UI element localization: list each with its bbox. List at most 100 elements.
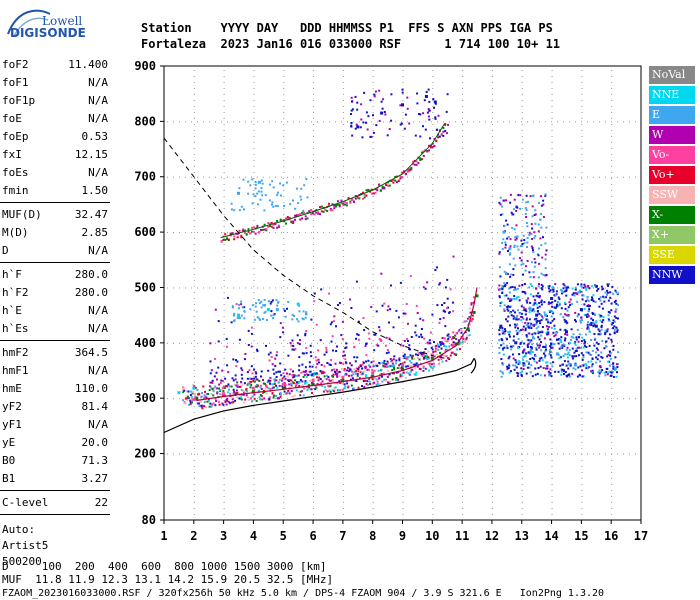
grid-dot xyxy=(521,118,523,119)
grid-dot xyxy=(611,232,612,234)
grid-dot xyxy=(431,453,432,455)
echo-point xyxy=(516,371,519,374)
grid-dot xyxy=(317,342,318,344)
grid-dot xyxy=(253,466,255,467)
echo-point xyxy=(608,370,611,373)
grid-dot xyxy=(253,484,255,485)
echo-point xyxy=(328,292,331,295)
grid-dot xyxy=(342,388,344,389)
grid-dot xyxy=(173,176,174,178)
grid-dot xyxy=(402,394,404,395)
echo-point xyxy=(522,325,525,328)
echo-point xyxy=(349,200,352,203)
series-point-nnw xyxy=(550,297,554,300)
echo-point xyxy=(344,347,347,349)
grid-dot xyxy=(342,358,344,359)
grid-dot xyxy=(353,176,354,178)
echo-point xyxy=(353,356,356,359)
echo-point xyxy=(538,283,540,285)
grid-dot xyxy=(539,398,540,400)
grid-dot xyxy=(313,412,315,413)
y-tick-label: 500 xyxy=(134,280,156,294)
grid-dot xyxy=(372,256,374,257)
echo-point xyxy=(380,368,383,371)
logo-lowell: Lowell xyxy=(42,14,83,28)
echo-point xyxy=(186,399,189,402)
echo-point xyxy=(381,380,384,383)
echo-point xyxy=(558,302,561,305)
echo-point xyxy=(217,366,220,369)
echo-point xyxy=(387,365,390,368)
grid-dot xyxy=(283,70,285,71)
echo-point xyxy=(423,351,426,353)
echo-point xyxy=(576,328,579,331)
echo-point xyxy=(330,340,333,343)
echo-point xyxy=(275,384,278,387)
echo-point xyxy=(603,371,606,374)
echo-point xyxy=(375,310,378,313)
echo-point xyxy=(547,370,550,373)
param-row-fxi: fxI 12.15 xyxy=(0,146,110,164)
echo-point xyxy=(504,241,507,244)
grid-dot xyxy=(372,514,374,515)
echo-point xyxy=(548,311,551,313)
grid-dot xyxy=(293,121,294,123)
echo-point xyxy=(515,210,518,212)
echo-point xyxy=(277,224,280,227)
grid-dot xyxy=(389,453,390,455)
grid-dot xyxy=(402,514,404,515)
grid-dot xyxy=(359,342,360,344)
echo-point xyxy=(542,345,545,348)
grid-dot xyxy=(432,502,434,503)
legend-item-x: X+ xyxy=(649,226,695,246)
grid-dot xyxy=(389,342,390,344)
echo-point xyxy=(226,397,229,400)
echo-point xyxy=(586,323,589,326)
echo-point xyxy=(543,311,546,314)
echo-point xyxy=(392,181,395,184)
grid-dot xyxy=(342,310,344,311)
echo-point xyxy=(219,393,222,396)
echo-point xyxy=(340,379,343,381)
echo-point xyxy=(214,308,217,311)
echo-point xyxy=(515,318,518,321)
echo-point xyxy=(518,312,521,315)
series-point-nnw xyxy=(401,103,404,107)
echo-point xyxy=(452,301,454,304)
echo-point xyxy=(594,301,597,303)
grid-dot xyxy=(193,100,195,101)
echo-point xyxy=(240,398,243,401)
grid-dot xyxy=(283,250,285,251)
grid-dot xyxy=(611,436,613,437)
echo-point xyxy=(533,318,536,321)
echo-point xyxy=(532,195,535,197)
echo-point xyxy=(307,374,310,376)
echo-point xyxy=(333,207,336,210)
echo-point xyxy=(617,304,619,307)
grid-dot xyxy=(551,370,553,371)
echo-point xyxy=(525,372,528,375)
echo-point xyxy=(418,352,421,355)
grid-dot xyxy=(253,328,255,329)
echo-point xyxy=(262,318,264,320)
grid-dot xyxy=(193,508,195,509)
echo-point xyxy=(610,309,613,312)
echo-point xyxy=(529,276,532,279)
echo-point xyxy=(433,365,436,368)
grid-dot xyxy=(383,342,384,344)
grid-dot xyxy=(372,88,374,89)
grid-dot xyxy=(611,406,613,407)
grid-dot xyxy=(209,232,210,234)
echo-point xyxy=(361,385,363,388)
echo-point xyxy=(599,296,602,299)
echo-point xyxy=(325,348,328,351)
grid-dot xyxy=(462,418,464,419)
echo-point xyxy=(251,372,254,375)
echo-point xyxy=(395,379,397,381)
echo-point xyxy=(318,361,320,364)
grid-dot xyxy=(473,287,474,289)
echo-point xyxy=(529,301,532,304)
grid-dot xyxy=(372,70,374,71)
grid-dot xyxy=(611,418,613,419)
grid-dot xyxy=(491,184,493,185)
